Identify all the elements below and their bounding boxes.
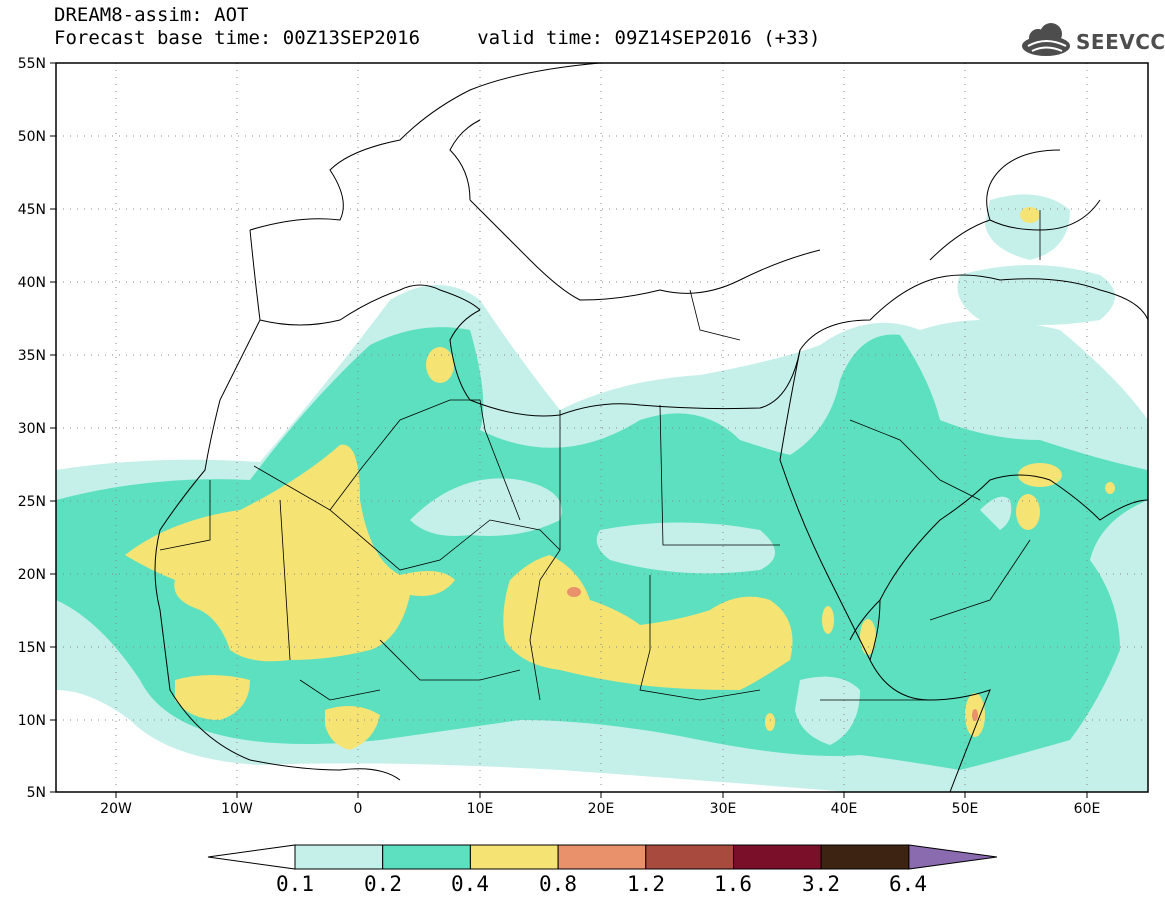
- lon-tick: 50E: [952, 801, 979, 817]
- lon-tick: 20E: [588, 801, 615, 817]
- colorbar-label: 0.8: [539, 872, 577, 896]
- map-title: DREAM8-assim: AOT: [54, 4, 249, 26]
- graticule: [56, 63, 1148, 792]
- lon-tick: 0: [354, 801, 363, 817]
- colorbar-label: 0.2: [364, 872, 402, 896]
- lon-tick-marks: [115, 792, 1088, 798]
- colorbar-label: 6.4: [889, 872, 927, 896]
- aot-level-0.2: [56, 327, 1148, 770]
- lon-tick: 40E: [831, 801, 858, 817]
- colorbar-swatch: [469, 844, 559, 870]
- colorbar-label: 1.2: [627, 872, 665, 896]
- colorbar-swatch: [733, 844, 822, 870]
- coastlines: [154, 63, 1148, 792]
- lat-tick: 35N: [18, 348, 46, 364]
- lat-axis: 55N 50N 45N 40N 35N 30N 25N 20N 15N 10N …: [18, 56, 46, 801]
- lon-tick: 30E: [710, 801, 737, 817]
- lat-tick: 30N: [18, 421, 46, 437]
- colorbar-labels: 0.1 0.2 0.4 0.8 1.2 1.6 3.2 6.4: [276, 872, 927, 896]
- aot-level-0.4: [125, 207, 1115, 750]
- lon-tick: 10W: [221, 801, 253, 817]
- colorbar-under-arrow: [207, 844, 296, 870]
- lat-tick-marks: [50, 62, 56, 793]
- colorbar-swatch: [820, 844, 910, 870]
- colorbar-swatch: [645, 844, 734, 870]
- colorbar-swatch: [382, 844, 471, 870]
- lat-tick: 20N: [18, 567, 46, 583]
- lon-axis: 20W 10W 0 10E 20E 30E 40E 50E 60E: [100, 801, 1100, 817]
- lat-tick: 15N: [18, 640, 46, 656]
- lon-tick: 20W: [100, 801, 132, 817]
- country-borders: [159, 210, 1041, 701]
- lat-tick: 25N: [18, 494, 46, 510]
- colorbar-swatch: [557, 844, 647, 870]
- lat-tick: 45N: [18, 202, 46, 218]
- forecast-times: Forecast base time: 00Z13SEP2016 valid t…: [54, 27, 821, 49]
- lat-tick: 40N: [18, 275, 46, 291]
- cloud-icon: [1022, 23, 1070, 56]
- colorbar-label: 0.1: [276, 872, 314, 896]
- lat-tick: 50N: [18, 129, 46, 145]
- colorbar-label: 3.2: [802, 872, 840, 896]
- lon-tick: 60E: [1074, 801, 1101, 817]
- colorbar: [207, 844, 997, 870]
- colorbar-label: 1.6: [714, 872, 752, 896]
- colorbar-swatch: [294, 844, 384, 870]
- lat-tick: 10N: [18, 713, 46, 729]
- lat-tick: 5N: [27, 785, 46, 801]
- lon-tick: 10E: [467, 801, 494, 817]
- colorbar-over-arrow: [908, 844, 997, 870]
- aot-level-0.8: [567, 587, 978, 721]
- colorbar-label: 0.4: [451, 872, 489, 896]
- aot-field: [56, 194, 1148, 792]
- lat-tick: 55N: [18, 56, 46, 72]
- seevccc-logo: SEEVCCC: [1018, 20, 1165, 60]
- logo-text: SEEVCCC: [1076, 30, 1165, 54]
